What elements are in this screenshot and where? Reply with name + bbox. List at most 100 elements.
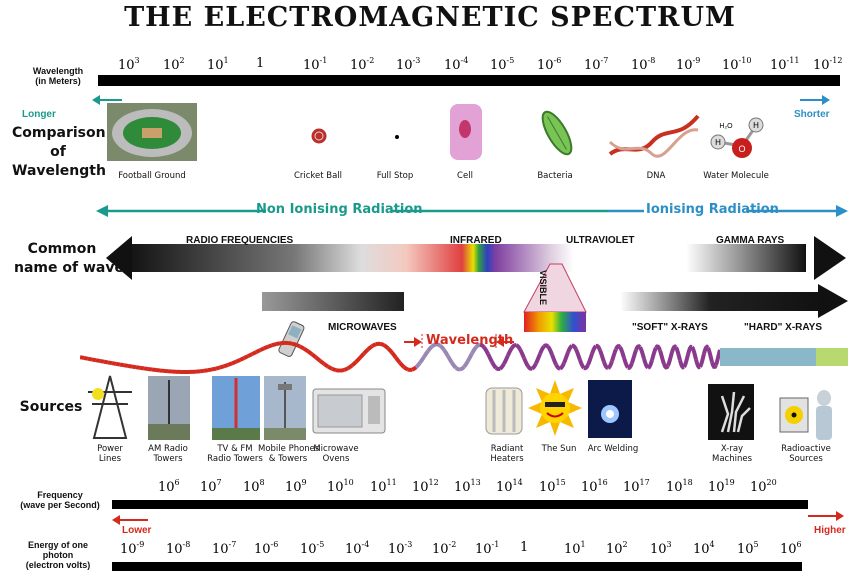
source-caption-5: Radiant Heaters xyxy=(476,444,538,464)
source-caption-9-line2: Sources xyxy=(789,454,823,464)
common-name-line2: name of wave xyxy=(14,260,124,276)
wave-segment xyxy=(223,363,229,369)
source-caption-5-line2: Heaters xyxy=(490,454,524,464)
wavelength-tick-4-exponent: -1 xyxy=(319,56,328,65)
wave-segment xyxy=(295,342,301,349)
wavelength-tick-9: 10-6 xyxy=(537,56,561,73)
wave-segment xyxy=(131,364,137,370)
wave-segment xyxy=(263,344,269,351)
wave-segment xyxy=(435,342,442,348)
wave-segment xyxy=(358,352,366,360)
ultraviolet-label: ULTRAVIOLET xyxy=(566,235,635,246)
energy-tick-11: 102 xyxy=(606,540,628,557)
wave-segment xyxy=(219,364,225,370)
longer-label: Longer xyxy=(22,109,56,120)
wave-segment xyxy=(466,352,474,362)
caption-cell: Cell xyxy=(457,171,473,181)
wave-segment xyxy=(574,348,582,361)
caption-football-ground: Football Ground xyxy=(118,171,186,181)
energy-tick-15: 106 xyxy=(780,540,802,557)
wave-segment xyxy=(87,356,93,362)
wavelength-tick-4-base: 10 xyxy=(303,58,320,73)
frequency-tick-3-base: 10 xyxy=(285,480,302,495)
energy-tick-3: 10-6 xyxy=(254,540,278,557)
source-caption-2-line2: Radio Towers xyxy=(207,454,263,464)
wavelength-tick-1-exponent: 2 xyxy=(179,56,185,65)
wave-segment xyxy=(710,361,718,369)
xray-hand-icon xyxy=(708,384,754,440)
energy-tick-9: 1 xyxy=(520,540,528,555)
wave-segment xyxy=(139,365,145,371)
wave-segment xyxy=(147,366,153,372)
wave-segment xyxy=(119,362,125,368)
water-molecule-icon: O H H H₂O xyxy=(710,117,764,158)
wave-segment xyxy=(326,364,333,371)
wavelength-tick-7-base: 10 xyxy=(444,58,461,73)
wavelength-tick-10: 10-7 xyxy=(584,56,608,73)
wave-segment xyxy=(474,342,481,349)
wave-segment xyxy=(566,344,574,354)
wave-segment xyxy=(411,365,418,372)
frequency-tick-2: 108 xyxy=(243,478,265,495)
wave-segment xyxy=(690,345,698,360)
wave-segment xyxy=(583,363,590,371)
source-caption-3: Mobile Phones & Towers xyxy=(258,444,319,464)
frequency-tick-8-base: 10 xyxy=(496,480,513,495)
wave-segment xyxy=(235,358,241,364)
wave-segment xyxy=(299,344,306,351)
wavelength-tick-0-exponent: 3 xyxy=(134,56,140,65)
wavelength-tick-15-base: 10 xyxy=(813,58,830,73)
frequency-tick-10-base: 10 xyxy=(581,480,598,495)
wave-segment xyxy=(678,359,685,370)
wave-segment xyxy=(259,346,265,353)
soft-xrays-label: "SOFT" X-RAYS xyxy=(632,322,708,333)
wave-segment xyxy=(546,345,554,356)
caption-bacteria: Bacteria xyxy=(537,171,573,181)
source-caption-3-line2: & Towers xyxy=(268,454,308,464)
energy-tick-5: 10-4 xyxy=(345,540,369,557)
wavelength-tick-0: 103 xyxy=(118,56,140,73)
frequency-tick-7-base: 10 xyxy=(454,480,471,495)
frequency-tick-2-exponent: 8 xyxy=(259,478,265,487)
energy-tick-4-exponent: -5 xyxy=(316,540,325,549)
wave-segment xyxy=(602,361,609,370)
wave-segment xyxy=(390,351,398,360)
frequency-tick-12-base: 10 xyxy=(666,480,683,495)
energy-tick-13-base: 10 xyxy=(693,542,710,557)
frequency-tick-10-exponent: 16 xyxy=(597,478,608,487)
frequency-tick-13-exponent: 19 xyxy=(724,478,735,487)
wave-segment xyxy=(486,353,494,363)
wavelength-tick-4: 10-1 xyxy=(303,56,327,73)
wave-segment xyxy=(302,346,310,353)
wave-segment xyxy=(538,345,546,355)
wave-segment xyxy=(498,362,506,371)
radiant-heater-icon xyxy=(485,387,523,435)
wave-graphic xyxy=(80,340,848,375)
shorter-label: Shorter xyxy=(794,109,830,120)
sub-band-graphics xyxy=(262,263,848,332)
energy-tick-6-base: 10 xyxy=(388,542,405,557)
wave-segment xyxy=(115,361,121,367)
wave-segment xyxy=(559,362,566,371)
hydrogen-atom-label-1: H xyxy=(715,138,721,147)
wavelength-tick-3: 1 xyxy=(256,56,264,71)
frequency-tick-11-exponent: 17 xyxy=(639,478,650,487)
wavelength-tick-15: 10-12 xyxy=(813,56,842,73)
wave-segment xyxy=(702,344,710,355)
wavelength-tick-2-base: 10 xyxy=(207,58,224,73)
wave-segment xyxy=(698,353,706,368)
wave-segment xyxy=(418,355,426,364)
wave-segment xyxy=(291,341,297,347)
page-title: THE ELECTROMAGNETIC SPECTRUM xyxy=(124,2,736,33)
wave-segment xyxy=(442,348,450,358)
hydrogen-atom-label-2: H xyxy=(753,121,759,130)
wave-segment xyxy=(354,356,362,364)
wave-segment xyxy=(95,358,101,363)
energy-tick-3-base: 10 xyxy=(254,542,271,557)
energy-label-line3: (electron volts) xyxy=(25,560,91,570)
full-stop-icon xyxy=(395,135,399,139)
wave-segment xyxy=(606,360,614,370)
energy-tick-0: 10-9 xyxy=(120,540,144,557)
wavelength-tick-14-exponent: -11 xyxy=(786,56,800,65)
wavelength-tick-12-exponent: -9 xyxy=(692,56,701,65)
